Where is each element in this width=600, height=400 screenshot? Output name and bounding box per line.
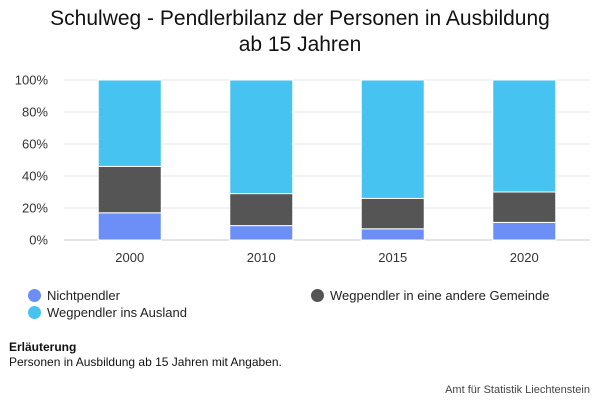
bar-segment[interactable] [360,228,425,241]
legend-right: Wegpendler in eine andere Gemeinde [311,287,549,304]
bar-segment[interactable] [229,225,294,241]
legend-label-ausland: Wegpendler ins Ausland [47,305,187,320]
x-tick-label: 2015 [378,250,407,265]
y-tick-label: 80% [22,105,48,120]
y-tick-label: 20% [22,201,48,216]
bar-segment[interactable] [97,165,162,214]
stacked-bar-chart: 0% 20% 40% 60% 80% 100% 2000 2010 2015 2020 [15,73,590,265]
legend-item-ausland[interactable]: Wegpendler ins Ausland [28,304,187,321]
x-tick-label: 2000 [115,250,144,265]
legend-item-andere-gemeinde[interactable]: Wegpendler in eine andere Gemeinde [311,287,549,304]
note-text: Personen in Ausbildung ab 15 Jahren mit … [9,355,282,369]
legend-dot-nichtpendler [28,289,41,302]
y-tick-label: 100% [15,73,49,88]
legend-item-nichtpendler[interactable]: Nichtpendler [28,287,187,304]
bar-segment[interactable] [97,212,162,241]
legend-label-nichtpendler: Nichtpendler [47,288,120,303]
bar-segment[interactable] [229,193,294,227]
y-tick-label: 40% [22,169,48,184]
bar-segment[interactable] [360,197,425,230]
bar-segment[interactable] [492,79,557,193]
bar-segment[interactable] [492,221,557,241]
legend-left: Nichtpendler Wegpendler ins Ausland [28,287,187,321]
note-heading: Erläuterung [9,340,77,354]
x-tick-label: 2010 [247,250,276,265]
legend-dot-andere-gemeinde [311,289,324,302]
y-tick-label: 0% [29,233,48,248]
x-tick-label: 2020 [510,250,539,265]
bar-segment[interactable] [492,191,557,223]
bar-segment[interactable] [229,79,294,195]
source-credit: Amt für Statistik Liechtenstein [445,384,590,396]
legend-label-andere-gemeinde: Wegpendler in eine andere Gemeinde [330,288,550,303]
y-tick-label: 60% [22,137,48,152]
bar-segment[interactable] [97,79,162,167]
chart-title: Schulweg - Pendlerbilanz der Personen in… [50,7,550,56]
bar-segment[interactable] [360,79,425,199]
legend-dot-ausland [28,306,41,319]
